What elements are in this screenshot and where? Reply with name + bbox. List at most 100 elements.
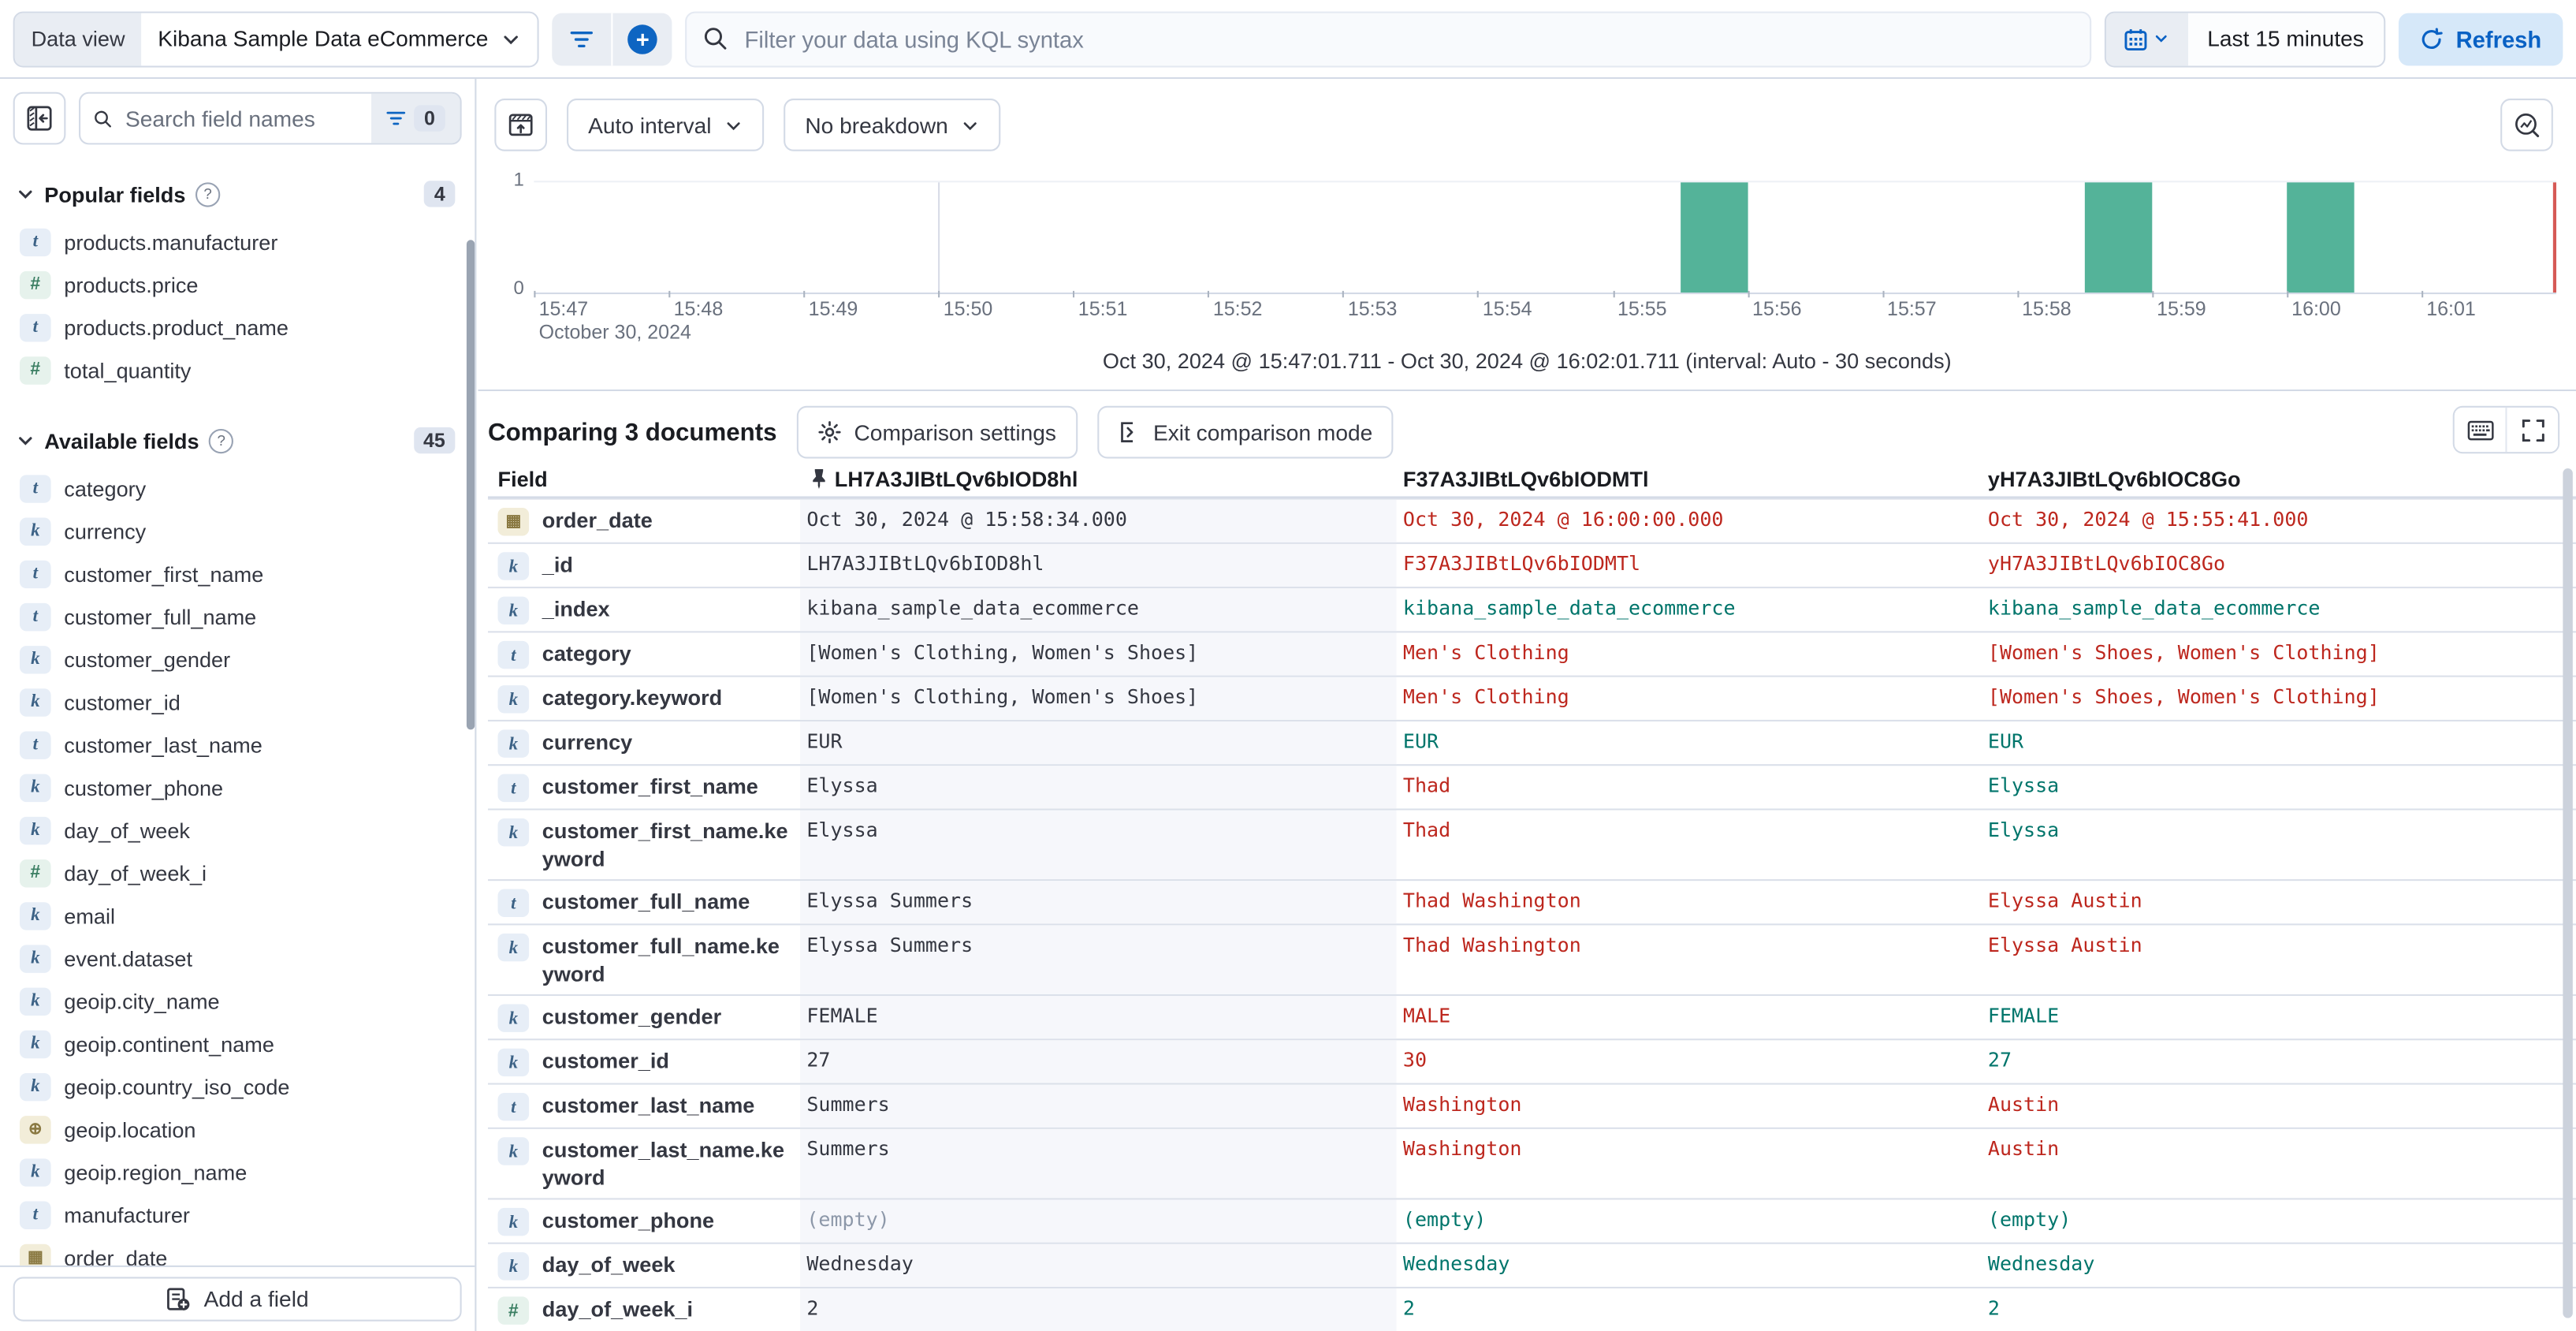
value-cell[interactable]: Men's Clothing <box>1402 685 1569 709</box>
field-list-item[interactable]: t customer_first_name <box>13 552 462 595</box>
value-cell[interactable]: 2 <box>1987 1296 2000 1320</box>
value-cell[interactable]: F37A3JIBtLQv6bIODMTl <box>1402 552 1641 576</box>
field-cell[interactable]: t customer_full_name <box>488 881 800 923</box>
field-list-item[interactable]: k geoip.continent_name <box>13 1022 462 1064</box>
value-cell[interactable]: LH7A3JIBtLQv6bIOD8hl <box>800 543 1397 587</box>
value-cell[interactable]: Thad Washington <box>1402 933 1581 957</box>
field-list-item[interactable]: t products.manufacturer <box>13 220 462 263</box>
value-cell[interactable]: MALE <box>1402 1004 1451 1027</box>
field-cell[interactable]: t customer_first_name <box>488 766 800 808</box>
value-cell[interactable]: Elyssa Austin <box>1987 889 2142 912</box>
field-cell[interactable]: t category <box>488 632 800 675</box>
field-cell[interactable]: k customer_phone <box>488 1199 800 1242</box>
field-list-item[interactable]: k currency <box>13 509 462 552</box>
comparison-settings-button[interactable]: Comparison settings <box>796 405 1078 459</box>
value-cell[interactable]: Wednesday <box>1987 1252 2095 1276</box>
field-list-item[interactable]: t products.product_name <box>13 306 462 349</box>
field-list-item[interactable]: k event.dataset <box>13 937 462 979</box>
value-cell[interactable]: Elyssa <box>800 766 1397 809</box>
histogram-bar[interactable] <box>2286 182 2355 293</box>
value-cell[interactable]: kibana_sample_data_ecommerce <box>800 588 1397 632</box>
field-list-item[interactable]: k customer_id <box>13 680 462 723</box>
value-cell[interactable]: Austin <box>1987 1137 2060 1161</box>
exit-comparison-button[interactable]: Exit comparison mode <box>1097 405 1394 459</box>
value-cell[interactable]: [Women's Clothing, Women's Shoes] <box>800 677 1397 720</box>
field-list-item[interactable]: t manufacturer <box>13 1193 462 1236</box>
value-cell[interactable]: Oct 30, 2024 @ 16:00:00.000 <box>1402 508 1724 531</box>
field-list-item[interactable]: # products.price <box>13 263 462 305</box>
field-list-item[interactable]: k customer_gender <box>13 638 462 680</box>
interval-select[interactable]: Auto interval <box>567 99 765 151</box>
saved-query-menu-button[interactable] <box>553 13 612 65</box>
field-list-item[interactable]: k geoip.city_name <box>13 979 462 1022</box>
field-cell[interactable]: k customer_last_name.keyword <box>488 1129 800 1199</box>
table-scrollbar[interactable] <box>2563 468 2573 1318</box>
field-cell[interactable]: k customer_gender <box>488 996 800 1038</box>
fullscreen-button[interactable] <box>2505 407 2559 453</box>
value-cell[interactable]: [Women's Shoes, Women's Clothing] <box>1987 685 2380 709</box>
collapse-sidebar-button[interactable] <box>13 91 66 145</box>
value-cell[interactable]: Summers <box>800 1084 1397 1128</box>
breakdown-select[interactable]: No breakdown <box>784 99 1001 151</box>
kql-query-input[interactable] <box>741 24 2073 54</box>
value-cell[interactable]: Austin <box>1987 1092 2060 1117</box>
add-field-button[interactable]: Add a field <box>13 1277 462 1322</box>
value-cell[interactable]: yH7A3JIBtLQv6bIOC8Go <box>1987 552 2226 576</box>
value-cell[interactable]: kibana_sample_data_ecommerce <box>1402 596 1736 620</box>
value-cell[interactable]: Elyssa Austin <box>1987 933 2142 957</box>
value-cell[interactable]: Elyssa <box>1987 818 2060 842</box>
value-cell[interactable]: Elyssa Summers <box>800 925 1397 994</box>
field-cell[interactable]: k customer_full_name.keyword <box>488 925 800 994</box>
value-cell[interactable]: Thad <box>1402 818 1451 842</box>
field-list-item[interactable]: k day_of_week <box>13 808 462 851</box>
value-cell[interactable]: FEMALE <box>800 996 1397 1039</box>
field-search-input[interactable] <box>121 104 359 132</box>
doc-column-header[interactable]: F37A3JIBtLQv6bIODMTl <box>1402 466 1649 492</box>
value-cell[interactable]: Elyssa <box>1987 774 2060 797</box>
value-cell[interactable]: EUR <box>800 721 1397 765</box>
field-filter-button[interactable]: 0 <box>371 93 460 144</box>
field-cell[interactable]: k _id <box>488 544 800 587</box>
value-cell[interactable]: 27 <box>1987 1048 2012 1072</box>
value-cell[interactable]: Men's Clothing <box>1402 640 1569 665</box>
field-cell[interactable]: # day_of_week_i <box>488 1288 800 1331</box>
field-column-header[interactable]: Field <box>497 466 548 492</box>
field-list-item[interactable]: ⊕ geoip.location <box>13 1108 462 1150</box>
value-cell[interactable]: (empty) <box>1402 1207 1487 1232</box>
value-cell[interactable]: (empty) <box>1987 1207 2072 1232</box>
popular-fields-header[interactable]: Popular fields ? 4 <box>17 174 456 214</box>
value-cell[interactable]: 2 <box>1402 1296 1415 1320</box>
value-cell[interactable]: Washington <box>1402 1137 1522 1161</box>
field-list-item[interactable]: ▦ order_date <box>13 1236 462 1266</box>
kql-search-bar[interactable] <box>685 10 2091 67</box>
value-cell[interactable]: (empty) <box>800 1199 1397 1243</box>
value-cell[interactable]: FEMALE <box>1987 1004 2060 1027</box>
value-cell[interactable]: Washington <box>1402 1092 1522 1117</box>
histogram-bar[interactable] <box>2084 182 2152 293</box>
value-cell[interactable]: [Women's Shoes, Women's Clothing] <box>1987 640 2380 665</box>
value-cell[interactable]: Thad Washington <box>1402 889 1581 912</box>
value-cell[interactable]: 27 <box>800 1040 1397 1083</box>
field-cell[interactable]: k category.keyword <box>488 677 800 720</box>
field-list-item[interactable]: k email <box>13 894 462 937</box>
field-cell[interactable]: k customer_id <box>488 1040 800 1083</box>
refresh-button[interactable]: Refresh <box>2398 12 2563 65</box>
field-cell[interactable]: k customer_first_name.keyword <box>488 811 800 880</box>
value-cell[interactable]: EUR <box>1402 729 1439 753</box>
add-filter-button[interactable]: + <box>613 13 672 65</box>
field-list-item[interactable]: k customer_phone <box>13 766 462 808</box>
field-cell[interactable]: t customer_last_name <box>488 1085 800 1128</box>
field-list-item[interactable]: # total_quantity <box>13 349 462 391</box>
value-cell[interactable]: 30 <box>1402 1048 1428 1072</box>
field-cell[interactable]: k day_of_week <box>488 1244 800 1287</box>
histogram-plot[interactable] <box>534 181 2557 295</box>
doc-column-header[interactable]: yH7A3JIBtLQv6bIOC8Go <box>1987 466 2241 492</box>
field-list-item[interactable]: # day_of_week_i <box>13 852 462 894</box>
field-list-item[interactable]: k geoip.country_iso_code <box>13 1065 462 1108</box>
value-cell[interactable]: Wednesday <box>1402 1252 1510 1276</box>
data-view-picker[interactable]: Data view Kibana Sample Data eCommerce <box>13 10 540 67</box>
value-cell[interactable]: Wednesday <box>800 1243 1397 1287</box>
available-fields-header[interactable]: Available fields ? 45 <box>17 421 456 460</box>
edit-visualization-button[interactable] <box>2500 99 2553 151</box>
value-cell[interactable]: Oct 30, 2024 @ 15:58:34.000 <box>800 499 1397 542</box>
